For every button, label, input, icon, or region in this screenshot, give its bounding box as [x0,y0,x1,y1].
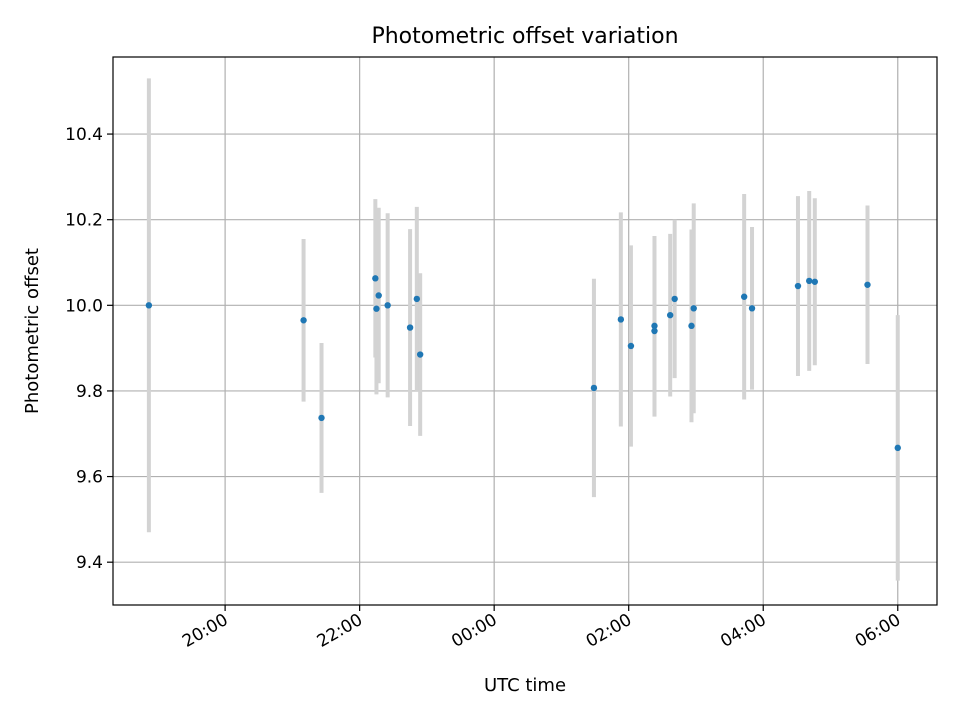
x-tick-label: 20:00 [179,610,231,652]
y-tick-label: 9.6 [76,468,103,488]
y-tick-label: 9.4 [76,553,103,573]
x-tick-label: 00:00 [448,610,500,652]
chart-title: Photometric offset variation [371,24,678,49]
data-point [318,414,325,422]
data-point [145,302,153,309]
data-point [671,295,678,303]
data-point [690,305,697,312]
data-points [145,275,901,452]
data-point [416,351,424,358]
x-tick-label: 06:00 [852,610,904,652]
y-tick-label: 10.4 [65,125,103,145]
y-axis-ticks: 9.4 9.6 9.8 10.0 10.2 10.4 [65,125,113,573]
data-point [384,302,391,309]
y-tick-label: 10.2 [65,211,103,231]
data-point [666,311,674,319]
data-point [372,275,379,282]
y-axis-label: Photometric offset [22,248,43,414]
data-point [590,384,598,392]
x-tick-label: 22:00 [314,610,366,652]
y-tick-label: 9.8 [76,382,103,402]
data-point [617,316,625,323]
x-axis-ticks: 20:00 22:00 00:00 02:00 04:00 06:00 [179,605,904,652]
data-point [373,305,380,312]
data-point [794,282,802,290]
data-point [300,317,307,324]
x-axis-label: UTC time [484,675,566,696]
data-point [627,342,635,350]
data-point [740,293,748,300]
data-point [805,277,813,285]
data-point [651,322,658,330]
data-point [748,305,756,312]
data-point [375,292,382,299]
data-point [864,281,871,288]
data-point [811,278,819,285]
y-tick-label: 10.0 [65,296,103,316]
plot-area-frame [112,56,938,606]
data-point [406,324,414,331]
x-tick-label: 02:00 [583,610,635,652]
x-tick-label: 04:00 [717,610,769,652]
data-point [651,327,658,335]
error-bars [146,78,900,581]
data-point [688,322,695,330]
data-point [413,295,421,303]
data-point [894,444,901,452]
